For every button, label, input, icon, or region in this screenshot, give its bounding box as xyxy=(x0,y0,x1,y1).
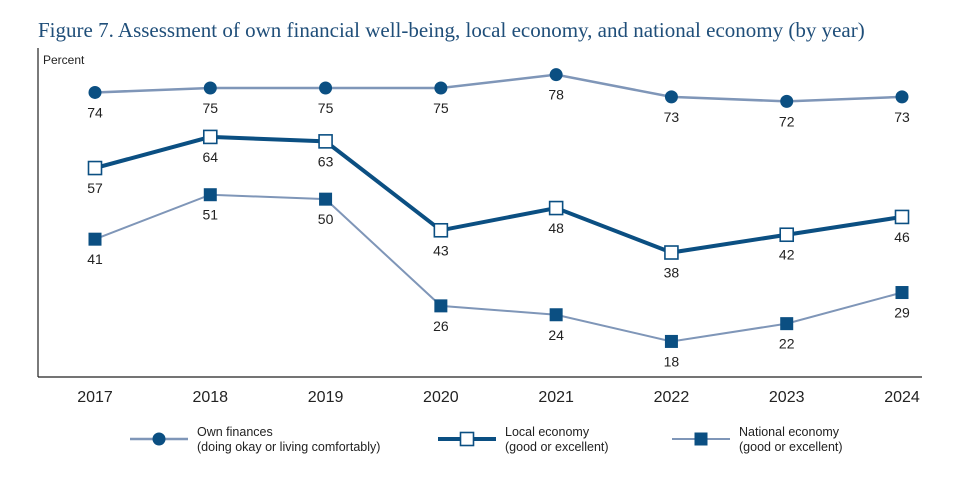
local-economy-point xyxy=(202,129,218,145)
national-economy-line xyxy=(94,193,903,343)
own-finances-data-label: 73 xyxy=(664,109,680,125)
x-tick-label: 2020 xyxy=(423,389,459,406)
national-economy-point xyxy=(319,192,333,206)
own-finances-data-label: 74 xyxy=(87,104,103,120)
x-tick-label: 2021 xyxy=(538,389,574,406)
national-economy-data-label: 41 xyxy=(87,251,103,267)
x-tick-label: 2018 xyxy=(192,389,228,406)
national-economy-data-label: 24 xyxy=(548,327,564,343)
x-tick-label: 2017 xyxy=(77,389,113,406)
national-economy-point xyxy=(434,299,448,313)
own-finances-data-label: 78 xyxy=(548,87,564,103)
own-finances-data-label: 75 xyxy=(202,100,218,116)
national-economy-point xyxy=(549,308,563,322)
national-economy-data-label: 50 xyxy=(318,211,334,227)
local-economy-point xyxy=(318,134,333,149)
own-finances-point xyxy=(203,81,217,95)
national-economy-data-label: 18 xyxy=(664,353,680,369)
own-finances-data-label: 72 xyxy=(779,113,795,129)
local-economy-data-label: 38 xyxy=(664,265,680,281)
own-finances-point xyxy=(549,68,563,82)
local-economy-data-label: 46 xyxy=(894,229,910,245)
own-finances-line xyxy=(94,73,903,103)
own-finances-legend-marker xyxy=(152,432,166,446)
x-tick-label: 2024 xyxy=(884,389,920,406)
local-economy-line xyxy=(94,134,903,255)
own-finances-legend-desc: (doing okay or living comfortably) xyxy=(197,440,380,454)
national-economy-point xyxy=(780,317,794,331)
national-economy-legend-marker xyxy=(694,432,708,446)
own-finances-legend-label: Own finances xyxy=(197,425,273,439)
local-economy-legend-label: Local economy xyxy=(505,425,590,439)
national-economy-point xyxy=(664,334,678,348)
own-finances-data-label: 75 xyxy=(318,100,334,116)
local-economy-point xyxy=(894,209,910,225)
local-economy-point xyxy=(779,227,795,243)
chart-title: Figure 7. Assessment of own financial we… xyxy=(38,18,865,42)
local-economy-data-label: 63 xyxy=(318,153,334,169)
local-economy-data-label: 48 xyxy=(548,220,564,236)
own-finances-point xyxy=(895,90,909,104)
national-economy-data-label: 51 xyxy=(202,207,218,223)
x-tick-label: 2022 xyxy=(654,389,690,406)
local-economy-data-label: 43 xyxy=(433,242,449,258)
local-economy-point xyxy=(664,245,679,260)
x-tick-label: 2023 xyxy=(769,389,805,406)
own-finances-point xyxy=(780,94,794,108)
own-finances-point xyxy=(664,90,678,104)
own-finances-point xyxy=(88,85,102,99)
national-economy-point xyxy=(88,232,102,246)
national-economy-point xyxy=(203,188,217,202)
national-economy-data-label: 22 xyxy=(779,336,795,352)
national-economy-legend-label: National economy xyxy=(739,425,840,439)
own-finances-data-label: 73 xyxy=(894,109,910,125)
national-economy-legend-desc: (good or excellent) xyxy=(739,440,843,454)
local-economy-point xyxy=(87,160,103,176)
own-finances-point xyxy=(319,81,333,95)
local-economy-legend-desc: (good or excellent) xyxy=(505,440,609,454)
local-economy-data-label: 42 xyxy=(779,247,795,263)
own-finances-point xyxy=(434,81,448,95)
x-tick-label: 2019 xyxy=(308,389,344,406)
own-finances-data-label: 75 xyxy=(433,100,449,116)
y-axis-label: Percent xyxy=(43,53,85,67)
local-economy-data-label: 64 xyxy=(202,149,218,165)
national-economy-data-label: 26 xyxy=(433,318,449,334)
national-economy-data-label: 29 xyxy=(894,305,910,321)
local-economy-point xyxy=(433,222,449,238)
local-economy-legend-marker xyxy=(459,431,475,447)
local-economy-data-label: 57 xyxy=(87,180,103,196)
national-economy-point xyxy=(895,286,909,300)
local-economy-point xyxy=(548,200,564,216)
